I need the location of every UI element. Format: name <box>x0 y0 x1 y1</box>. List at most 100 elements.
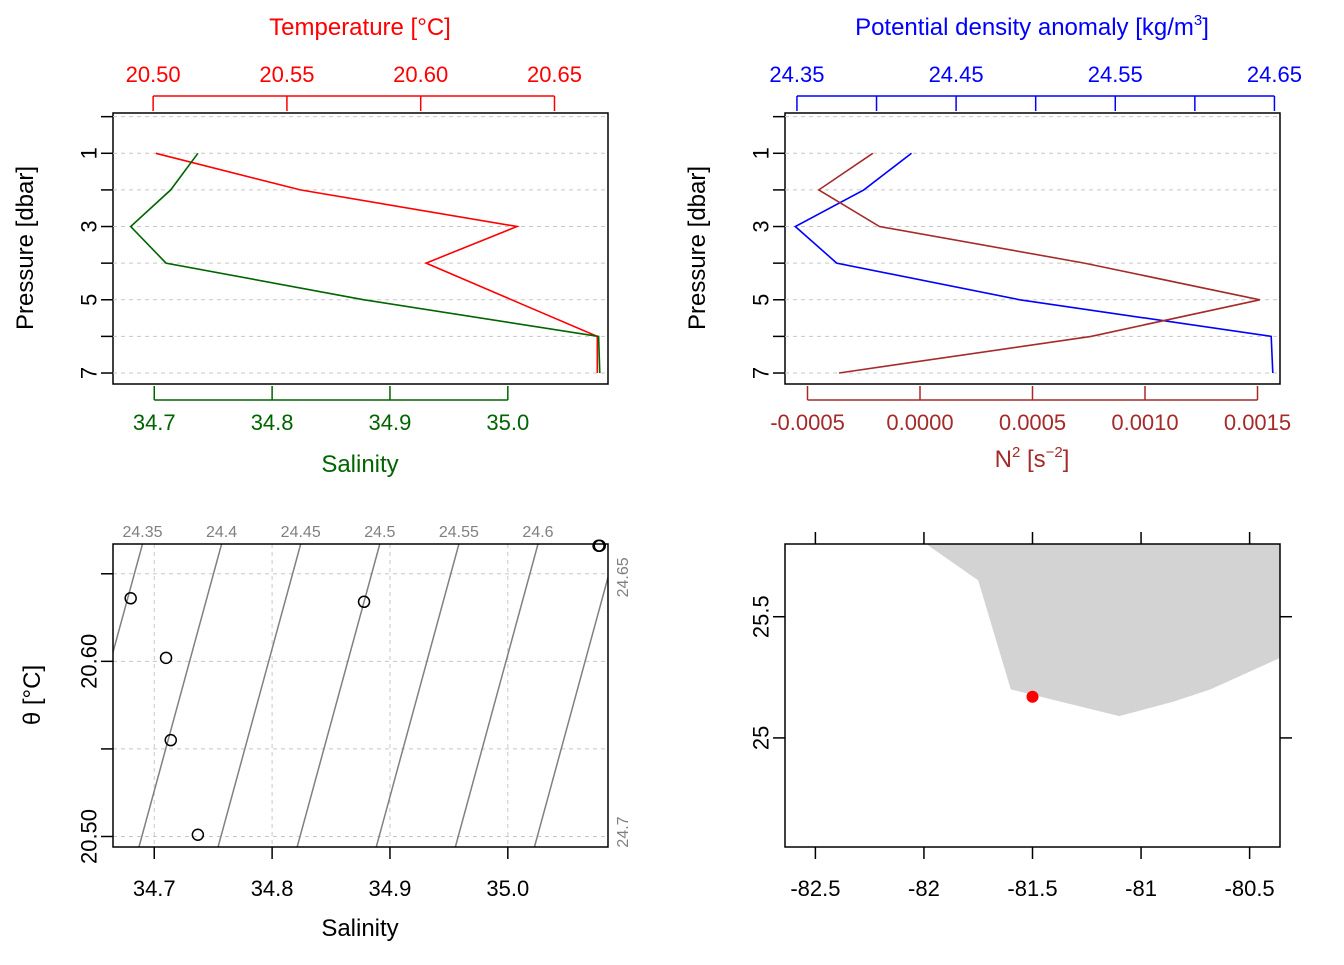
isopycnal-label-24.4: 24.4 <box>206 524 237 541</box>
isopycnal-line-24.65 <box>533 574 608 847</box>
panel-station-map-axes: -82.5 -82 -81.5 -81 -80.5 25 25.5 <box>749 532 1292 901</box>
map-x-tick-label--81: -81 <box>1125 876 1157 901</box>
bottom-tick-label--0.0005: -0.0005 <box>770 410 845 435</box>
ts-point <box>593 539 606 553</box>
isopycnal-label-24.35: 24.35 <box>122 524 162 541</box>
top-tick-label-24.45: 24.45 <box>929 62 984 87</box>
isopycnal-label-24.55: 24.55 <box>439 524 479 541</box>
bottom-tick-label-0.0005: 0.0005 <box>999 410 1066 435</box>
n2-axis-label-sup2: −2 <box>1046 444 1063 461</box>
panel-density-profile: 1 3 5 7 24.35 24.45 24.55 24.65 -0.0005 0.0000 0.0… <box>684 12 1302 473</box>
y-tick-label-3: 3 <box>749 220 774 232</box>
n2-axis-label-end: ] <box>1063 446 1070 473</box>
panel-station-map-land <box>926 544 1280 717</box>
ts-point <box>164 733 177 747</box>
bottom-tick-label-34.9: 34.9 <box>369 410 412 435</box>
panel-ts-diagram-isopycnal-labels: 24.35 24.4 24.45 24.5 24.55 24.6 24.65 24.7 <box>122 524 632 848</box>
isopycnal-line-24.45 <box>217 544 302 847</box>
panel-ts-profile-frame <box>112 112 609 385</box>
panel-density-profile-grid <box>785 116 1280 374</box>
n2-axis-label-sup: 2 <box>1012 444 1020 461</box>
panel-station-map-station <box>1026 690 1039 703</box>
panel-ts-profile-series <box>129 152 601 374</box>
isopycnal-label-24.45: 24.45 <box>281 524 321 541</box>
bottom-tick-label-0.0000: 0.0000 <box>886 410 953 435</box>
ts-point <box>159 651 173 665</box>
series-line-bottom <box>129 152 601 374</box>
panel-ts-profile-grid <box>113 116 608 374</box>
density-axis-label: Potential density anomaly [kg/m3] <box>855 12 1209 41</box>
map-x-tick-label--82: -82 <box>908 876 940 901</box>
isopycnal-label-24.6: 24.6 <box>522 524 553 541</box>
ts-x-tick-label-35.0: 35.0 <box>486 876 529 901</box>
ts-point <box>191 828 205 841</box>
y-tick-label-7: 7 <box>77 367 102 379</box>
density-axis-label-end: ] <box>1202 14 1209 41</box>
map-x-tick-label--81.5: -81.5 <box>1007 876 1057 901</box>
panel-density-profile-axes: 1 3 5 7 24.35 24.45 24.55 24.65 -0.0005 0.0000 0.0… <box>749 62 1302 435</box>
pressure-axis-label-right: Pressure [dbar] <box>684 166 711 330</box>
ts-xlabel: Salinity <box>321 915 398 942</box>
ts-x-tick-label-34.9: 34.9 <box>369 876 412 901</box>
land-polygon <box>926 544 1280 717</box>
panel-ts-diagram-isopycnals <box>113 544 608 847</box>
top-tick-label-24.55: 24.55 <box>1088 62 1143 87</box>
top-tick-label-20.55: 20.55 <box>259 62 314 87</box>
panel-ts-diagram-frame <box>112 543 609 848</box>
panel-ts-diagram-axes: 34.7 34.8 34.9 35.0 20.50 20.60 <box>77 573 529 901</box>
panel-ts-diagram-points <box>124 539 606 841</box>
map-y-tick-label-25: 25 <box>749 726 774 750</box>
isopycnal-line-24.35 <box>113 544 144 656</box>
top-tick-label-20.50: 20.50 <box>126 62 181 87</box>
top-tick-label-24.35: 24.35 <box>769 62 824 87</box>
ts-x-tick-label-34.7: 34.7 <box>133 876 176 901</box>
bottom-tick-label-34.7: 34.7 <box>133 410 176 435</box>
series-line-bottom <box>817 152 1260 374</box>
isopycnal-line-24.5 <box>296 544 381 847</box>
ts-point <box>357 595 371 609</box>
ts-ylabel: θ [°C] <box>19 665 46 725</box>
n2-axis-label-n: N <box>995 446 1012 473</box>
bottom-tick-label-34.8: 34.8 <box>251 410 294 435</box>
panel-ts-diagram-grid <box>113 544 608 847</box>
n2-axis-label: N2 [s−2] <box>995 444 1070 473</box>
panel-density-profile-frame <box>784 112 1281 385</box>
ts-y-tick-label-20.50: 20.50 <box>77 809 102 864</box>
isopycnal-line-24.55 <box>375 544 460 847</box>
isopycnal-label-24.5: 24.5 <box>364 524 395 541</box>
bottom-tick-label-0.0010: 0.0010 <box>1111 410 1178 435</box>
top-tick-label-24.65: 24.65 <box>1247 62 1302 87</box>
map-y-tick-label-25.5: 25.5 <box>749 595 774 638</box>
top-tick-label-20.65: 20.65 <box>527 62 582 87</box>
temperature-axis-label: Temperature [°C] <box>269 14 451 41</box>
density-axis-label-text: Potential density anomaly [kg/m <box>855 14 1194 41</box>
isopycnal-label-24.7: 24.7 <box>615 816 632 847</box>
map-x-tick-label--80.5: -80.5 <box>1225 876 1275 901</box>
panel-ts-profile: 1 3 5 7 20.50 20.55 20.60 20.65 34.7 34.8 34.9 35.0… <box>12 14 609 478</box>
y-tick-label-1: 1 <box>77 147 102 159</box>
y-tick-label-1: 1 <box>749 147 774 159</box>
y-tick-label-5: 5 <box>77 294 102 306</box>
y-tick-label-3: 3 <box>77 220 102 232</box>
top-tick-label-20.60: 20.60 <box>393 62 448 87</box>
salinity-axis-label-top-panel: Salinity <box>321 451 398 478</box>
isopycnal-label-24.65: 24.65 <box>615 557 632 597</box>
ts-y-tick-label-20.60: 20.60 <box>77 634 102 689</box>
panel-ts-profile-axes: 1 3 5 7 20.50 20.55 20.60 20.65 34.7 34.8 34.9 35.0 <box>77 62 582 435</box>
ts-point <box>124 592 137 605</box>
y-tick-label-7: 7 <box>749 367 774 379</box>
ts-x-tick-label-34.8: 34.8 <box>251 876 294 901</box>
series-line-top <box>793 152 1274 374</box>
panel-density-profile-series <box>793 152 1274 374</box>
panel-ts-diagram: 24.35 24.4 24.45 24.5 24.55 24.6 24.65 24.7 34.… <box>19 524 632 942</box>
bottom-tick-label-35.0: 35.0 <box>486 410 529 435</box>
pressure-axis-label-left: Pressure [dbar] <box>12 166 39 330</box>
map-x-tick-label--82.5: -82.5 <box>790 876 840 901</box>
density-axis-label-sup: 3 <box>1194 12 1202 29</box>
station-marker <box>1026 690 1039 703</box>
isopycnal-line-24.6 <box>454 544 539 847</box>
panel-station-map: -82.5 -82 -81.5 -81 -80.5 25 25.5 <box>749 532 1292 901</box>
y-tick-label-5: 5 <box>749 294 774 306</box>
isopycnal-line-24.4 <box>138 544 223 847</box>
